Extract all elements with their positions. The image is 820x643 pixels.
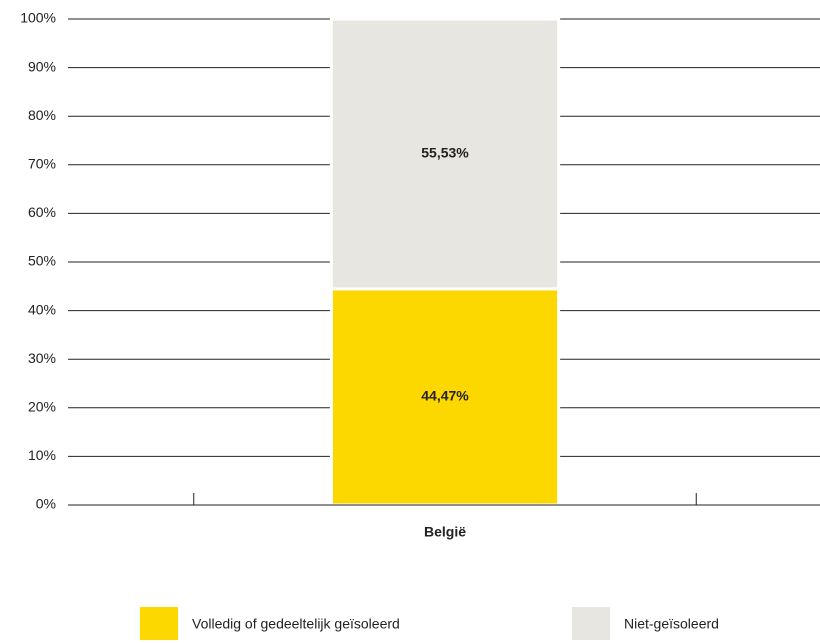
- data-label: 44,47%: [421, 388, 469, 404]
- x-tick-label: België: [424, 524, 466, 540]
- y-tick-label: 90%: [28, 58, 56, 74]
- y-tick-label: 60%: [28, 204, 56, 220]
- y-tick-label: 20%: [28, 399, 56, 415]
- y-tick-label: 40%: [28, 301, 56, 317]
- y-tick-label: 100%: [20, 10, 56, 26]
- legend-swatch: [140, 607, 178, 640]
- y-tick-label: 0%: [36, 496, 56, 512]
- legend-swatch: [572, 607, 610, 640]
- y-tick-label: 80%: [28, 107, 56, 123]
- legend-label: Niet-geïsoleerd: [624, 616, 719, 632]
- y-tick-label: 30%: [28, 350, 56, 366]
- legend-label: Volledig of gedeeltelijk geïsoleerd: [192, 616, 400, 632]
- y-tick-label: 50%: [28, 253, 56, 269]
- bar-segment: [329, 17, 561, 291]
- y-tick-label: 70%: [28, 156, 56, 172]
- bar-segment: [329, 287, 561, 507]
- y-tick-label: 10%: [28, 447, 56, 463]
- data-label: 55,53%: [421, 145, 469, 161]
